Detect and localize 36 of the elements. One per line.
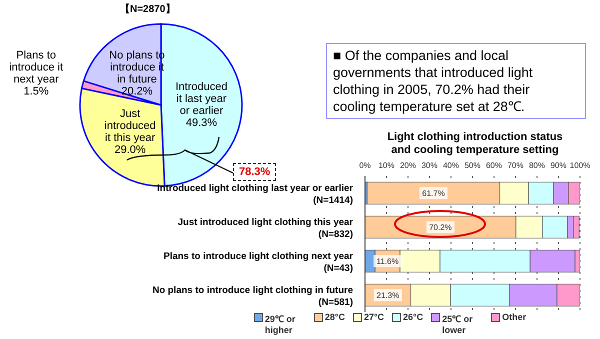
x-tick-label: 0% <box>359 161 371 170</box>
data-label: 61.7% <box>422 189 445 198</box>
legend-label: Other <box>502 312 526 322</box>
slice-label: Just introduced it this year <box>104 108 156 144</box>
y-tick-label: Plans to introduce light clothing next year (N=43) <box>164 251 354 274</box>
legend-label: 27°C <box>364 312 384 322</box>
data-label: 21.3% <box>376 291 400 300</box>
data-label: 49.3% <box>186 117 218 130</box>
x-tick-label: 20% <box>400 161 416 170</box>
x-tick-label: 70% <box>507 161 524 170</box>
y-tick-label: No plans to introduce light clothing in future (N=581) <box>152 285 353 308</box>
chart-title: Light clothing introduction status and cooling temperature setting <box>386 131 564 157</box>
x-tick-label: 80% <box>528 161 546 170</box>
x-tick-label: 30% <box>421 161 438 170</box>
x-tick-label: 50% <box>464 161 481 170</box>
data-label: 1.5% <box>24 86 49 98</box>
y-tick-label: Just introduced light clothing this year (N=832) <box>178 217 354 240</box>
data-label: 20.2% <box>121 85 153 98</box>
legend-label: 28°C <box>324 312 345 322</box>
data-label: 11.6% <box>376 257 399 266</box>
y-tick-label: Introduced light clothing last year or earlier (N=1414) <box>157 183 354 206</box>
text: 78.3% <box>233 163 276 181</box>
data-label: 29.0% <box>114 144 146 156</box>
legend-label: 26°C <box>403 312 424 322</box>
text: 【N=2870】 <box>120 2 176 16</box>
data-label: 70.2% <box>429 223 452 232</box>
slice-label: Introduced it last year or earlier <box>176 81 228 118</box>
x-tick-label: 90% <box>550 161 567 170</box>
x-tick-label: 40% <box>442 161 460 170</box>
legend-label: 29℃ or higher <box>264 313 296 335</box>
x-tick-label: 60% <box>486 161 502 170</box>
x-tick-label: 10% <box>378 161 395 170</box>
legend-label: 25℃ or lower <box>442 313 474 335</box>
slice-label: Plans to introduce it next year <box>9 50 64 86</box>
text: ■ Of the companies and local governments that introduced light clothing in 2005, 70.2% had their cooling temperature set at 28℃. <box>326 43 586 119</box>
x-tick-label: 100% <box>570 161 590 170</box>
